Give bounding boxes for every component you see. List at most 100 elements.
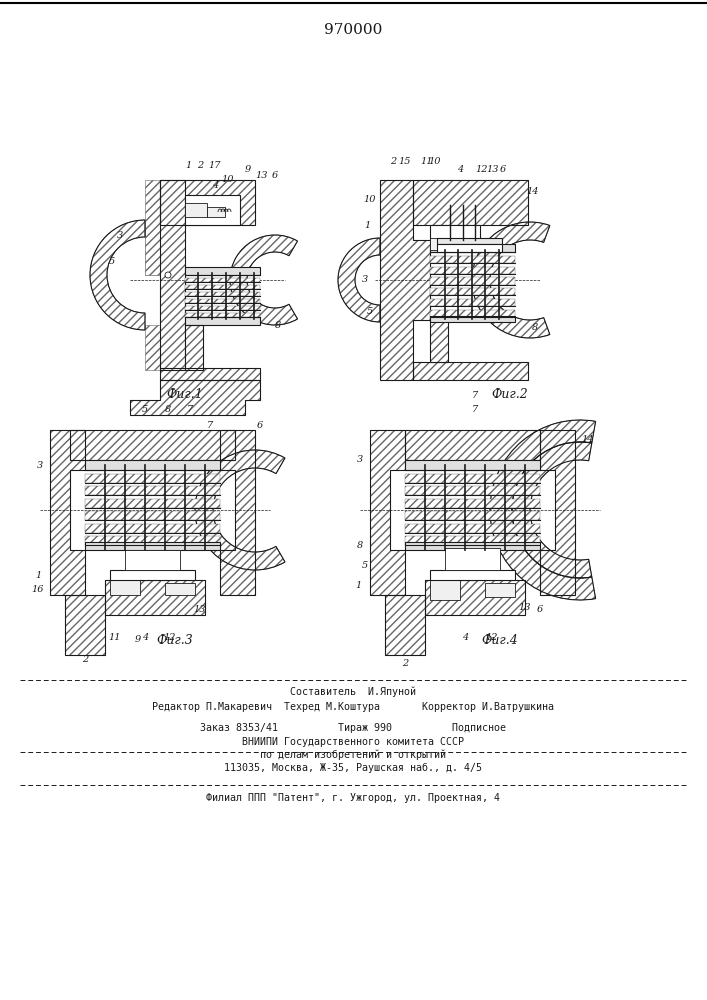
Text: 3: 3 [37, 460, 43, 470]
Text: 14: 14 [527, 188, 539, 196]
Polygon shape [540, 430, 575, 595]
Text: 13: 13 [194, 605, 206, 614]
Bar [413, 362, 528, 380]
Bar [430, 256, 515, 263]
Bar [85, 542, 220, 550]
Bar [105, 580, 205, 615]
Bar [405, 460, 540, 470]
Text: Филиал ППП "Патент", г. Ужгород, ул. Проектная, 4: Филиал ППП "Патент", г. Ужгород, ул. Про… [206, 793, 500, 803]
Bar [185, 317, 260, 325]
Text: 4: 4 [142, 633, 148, 642]
Bar [405, 524, 540, 532]
Text: Фиг.4: Фиг.4 [481, 634, 518, 647]
Bar [185, 299, 260, 303]
Bar [430, 317, 448, 362]
Text: 8: 8 [357, 540, 363, 550]
Bar [405, 511, 540, 520]
Text: 1: 1 [185, 160, 191, 169]
Bar [85, 474, 220, 483]
Text: 2: 2 [390, 157, 396, 166]
Wedge shape [90, 220, 145, 330]
Text: 17: 17 [209, 160, 221, 169]
Bar [385, 595, 425, 655]
Bar [85, 486, 220, 495]
Bar [85, 524, 220, 532]
Text: Редактор П.Макаревич  Техред М.Коштура       Корректор И.Ватрушкина: Редактор П.Макаревич Техред М.Коштура Ко… [152, 702, 554, 712]
Text: 9: 9 [135, 636, 141, 645]
Bar [207, 207, 225, 217]
Bar [430, 288, 515, 295]
Text: 3: 3 [357, 456, 363, 464]
Text: 2: 2 [197, 160, 203, 169]
Bar [160, 180, 255, 225]
Text: 15: 15 [399, 157, 411, 166]
Polygon shape [130, 380, 260, 415]
Bar [405, 499, 540, 508]
Text: Фиг.3: Фиг.3 [157, 634, 194, 647]
Bar [160, 368, 260, 380]
Text: 13: 13 [486, 165, 499, 174]
Text: 6: 6 [257, 420, 263, 430]
Text: 6: 6 [537, 605, 543, 614]
Bar [445, 548, 500, 570]
Text: 8: 8 [165, 406, 171, 414]
Bar [430, 317, 448, 362]
Bar [430, 238, 485, 250]
Text: 5: 5 [362, 560, 368, 570]
Bar [425, 580, 525, 615]
Bar [110, 580, 140, 595]
Bar [485, 583, 515, 597]
Bar [185, 285, 260, 289]
Bar [125, 550, 180, 570]
Bar [185, 278, 260, 282]
Text: 113035, Москва, Ж-35, Раушская наб., д. 4/5: 113035, Москва, Ж-35, Раушская наб., д. … [224, 763, 482, 773]
Bar [413, 180, 528, 225]
Bar [185, 267, 260, 275]
Polygon shape [145, 180, 185, 370]
Text: 11: 11 [109, 633, 121, 642]
Text: 4: 4 [457, 165, 463, 174]
Bar [430, 225, 480, 240]
Text: Фиг.1: Фиг.1 [167, 388, 204, 401]
Bar [385, 595, 425, 655]
Text: 7: 7 [207, 420, 213, 430]
Text: 10: 10 [363, 196, 376, 205]
Text: 10: 10 [428, 157, 441, 166]
Bar [70, 430, 235, 460]
Text: ВНИИПИ Государственного комитета СССР: ВНИИПИ Государственного комитета СССР [242, 737, 464, 747]
Text: 3: 3 [117, 231, 123, 239]
Text: 6: 6 [500, 165, 506, 174]
Bar [85, 511, 220, 520]
Bar [105, 580, 205, 615]
Text: 2: 2 [82, 656, 88, 664]
Bar [430, 580, 460, 600]
Text: 7: 7 [472, 390, 478, 399]
Text: 11: 11 [421, 157, 433, 166]
Bar [437, 244, 502, 252]
Text: по делам изобретений и открытий: по делам изобретений и открытий [260, 750, 446, 760]
Text: 4: 4 [462, 633, 468, 642]
Text: 13: 13 [519, 602, 531, 611]
Polygon shape [220, 430, 255, 595]
Bar [85, 499, 220, 508]
Polygon shape [145, 180, 160, 370]
Text: 2: 2 [402, 658, 408, 668]
Bar [185, 195, 240, 225]
Text: Составитель  И.Япуной: Составитель И.Япуной [290, 687, 416, 697]
Text: 12: 12 [164, 633, 176, 642]
Bar [430, 277, 515, 284]
Bar [160, 180, 185, 370]
Bar [430, 267, 515, 274]
Text: 4: 4 [212, 180, 218, 190]
Text: Фиг.2: Фиг.2 [491, 388, 528, 401]
Bar [430, 299, 515, 306]
Polygon shape [380, 180, 430, 380]
Text: 7: 7 [187, 406, 193, 414]
Text: 9: 9 [245, 165, 251, 174]
Bar [185, 313, 260, 317]
Bar [185, 306, 260, 310]
Bar [85, 536, 220, 545]
Wedge shape [512, 442, 592, 578]
Text: 6: 6 [272, 170, 278, 180]
Bar [430, 244, 515, 252]
